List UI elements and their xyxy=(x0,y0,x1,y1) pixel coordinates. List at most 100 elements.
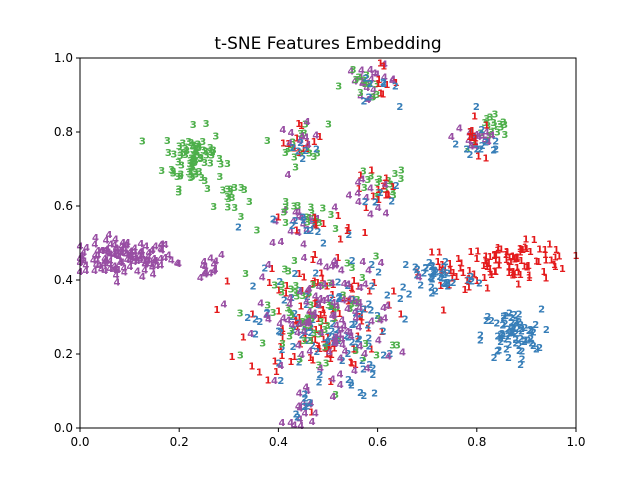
data-point: 1 xyxy=(437,281,444,292)
data-point: 2 xyxy=(468,272,475,283)
data-point: 1 xyxy=(514,253,521,264)
data-point: 4 xyxy=(383,208,390,219)
data-point: 1 xyxy=(542,274,549,285)
data-point: 1 xyxy=(325,343,332,354)
data-point: 4 xyxy=(287,294,294,305)
data-point: 2 xyxy=(276,359,283,370)
data-point: 1 xyxy=(469,126,476,137)
data-point: 4 xyxy=(321,279,328,290)
data-point: 1 xyxy=(224,276,231,287)
data-point: 2 xyxy=(445,278,452,289)
data-point: 3 xyxy=(308,314,315,325)
data-point: 4 xyxy=(271,376,278,387)
data-point: 3 xyxy=(176,141,183,152)
data-point: 3 xyxy=(254,226,261,237)
data-point: 3 xyxy=(238,183,245,194)
data-point: 4 xyxy=(346,191,353,202)
data-point: 1 xyxy=(356,312,363,323)
data-point: 1 xyxy=(296,313,303,324)
data-point: 4 xyxy=(118,245,125,256)
data-point: 4 xyxy=(144,255,151,266)
data-point: 4 xyxy=(370,85,377,96)
x-tick-label: 0.4 xyxy=(269,435,288,449)
data-point: 4 xyxy=(102,246,109,257)
data-point: 1 xyxy=(315,341,322,352)
data-point: 3 xyxy=(190,154,197,165)
data-point: 1 xyxy=(350,295,357,306)
data-point: 2 xyxy=(496,346,503,357)
data-point: 4 xyxy=(382,180,389,191)
data-point: 1 xyxy=(510,267,517,278)
data-point: 2 xyxy=(471,133,478,144)
data-point: 4 xyxy=(299,131,306,142)
data-point: 2 xyxy=(292,269,299,280)
data-point: 3 xyxy=(347,304,354,315)
data-point: 3 xyxy=(237,309,244,320)
data-point: 3 xyxy=(326,278,333,289)
data-point: 4 xyxy=(107,257,114,268)
data-point: 2 xyxy=(345,349,352,360)
data-point: 3 xyxy=(483,114,490,125)
data-point: 1 xyxy=(358,313,365,324)
data-point: 2 xyxy=(503,335,510,346)
data-point: 2 xyxy=(532,320,539,331)
data-point: 1 xyxy=(358,316,365,327)
data-point: 3 xyxy=(302,119,309,130)
data-point: 3 xyxy=(309,280,316,291)
data-point: 2 xyxy=(352,308,359,319)
data-point: 4 xyxy=(280,314,287,325)
data-point: 2 xyxy=(293,410,300,421)
data-point: 2 xyxy=(514,324,521,335)
data-point: 1 xyxy=(291,352,298,363)
data-point: 4 xyxy=(127,250,134,261)
data-point: 3 xyxy=(182,150,189,161)
y-axis: 0.0 0.2 0.4 0.6 0.8 1.0 xyxy=(54,51,80,435)
data-point: 2 xyxy=(463,145,470,156)
data-point: 2 xyxy=(345,333,352,344)
data-point: 4 xyxy=(98,246,105,257)
data-point: 2 xyxy=(508,327,515,338)
data-point: 1 xyxy=(313,298,320,309)
data-point: 2 xyxy=(521,337,528,348)
data-point: 4 xyxy=(472,142,479,153)
data-point: 4 xyxy=(340,296,347,307)
data-point: 4 xyxy=(338,325,345,336)
data-point: 2 xyxy=(452,140,459,151)
data-point: 4 xyxy=(341,321,348,332)
data-point: 1 xyxy=(229,352,236,363)
data-point: 2 xyxy=(352,320,359,331)
data-point: 2 xyxy=(506,309,513,320)
data-point: 1 xyxy=(551,260,558,271)
data-point: 2 xyxy=(310,220,317,231)
data-point: 4 xyxy=(80,248,87,259)
data-point: 2 xyxy=(508,323,515,334)
data-point: 2 xyxy=(302,394,309,405)
data-point: 3 xyxy=(394,340,401,351)
data-point: 4 xyxy=(292,207,299,218)
data-point: 4 xyxy=(328,279,335,290)
data-point: 3 xyxy=(304,218,311,229)
data-point: 3 xyxy=(501,120,508,131)
data-point: 4 xyxy=(158,245,165,256)
data-point: 4 xyxy=(149,245,156,256)
data-point: 3 xyxy=(295,201,302,212)
data-point: 1 xyxy=(466,274,473,285)
data-point: 3 xyxy=(192,170,199,181)
data-point: 3 xyxy=(366,79,373,90)
data-point: 1 xyxy=(298,121,305,132)
data-point: 4 xyxy=(389,76,396,87)
data-point: 3 xyxy=(286,308,293,319)
data-point: 1 xyxy=(304,139,311,150)
data-point: 2 xyxy=(328,294,335,305)
data-point: 4 xyxy=(331,202,338,213)
data-point: 2 xyxy=(442,279,449,290)
data-point: 3 xyxy=(279,280,286,291)
data-point: 3 xyxy=(331,314,338,325)
data-point: 4 xyxy=(306,400,313,411)
data-point: 3 xyxy=(188,161,195,172)
data-point: 2 xyxy=(316,378,323,389)
data-point: 3 xyxy=(477,128,484,139)
data-point: 1 xyxy=(265,376,272,387)
data-point: 3 xyxy=(282,218,289,229)
